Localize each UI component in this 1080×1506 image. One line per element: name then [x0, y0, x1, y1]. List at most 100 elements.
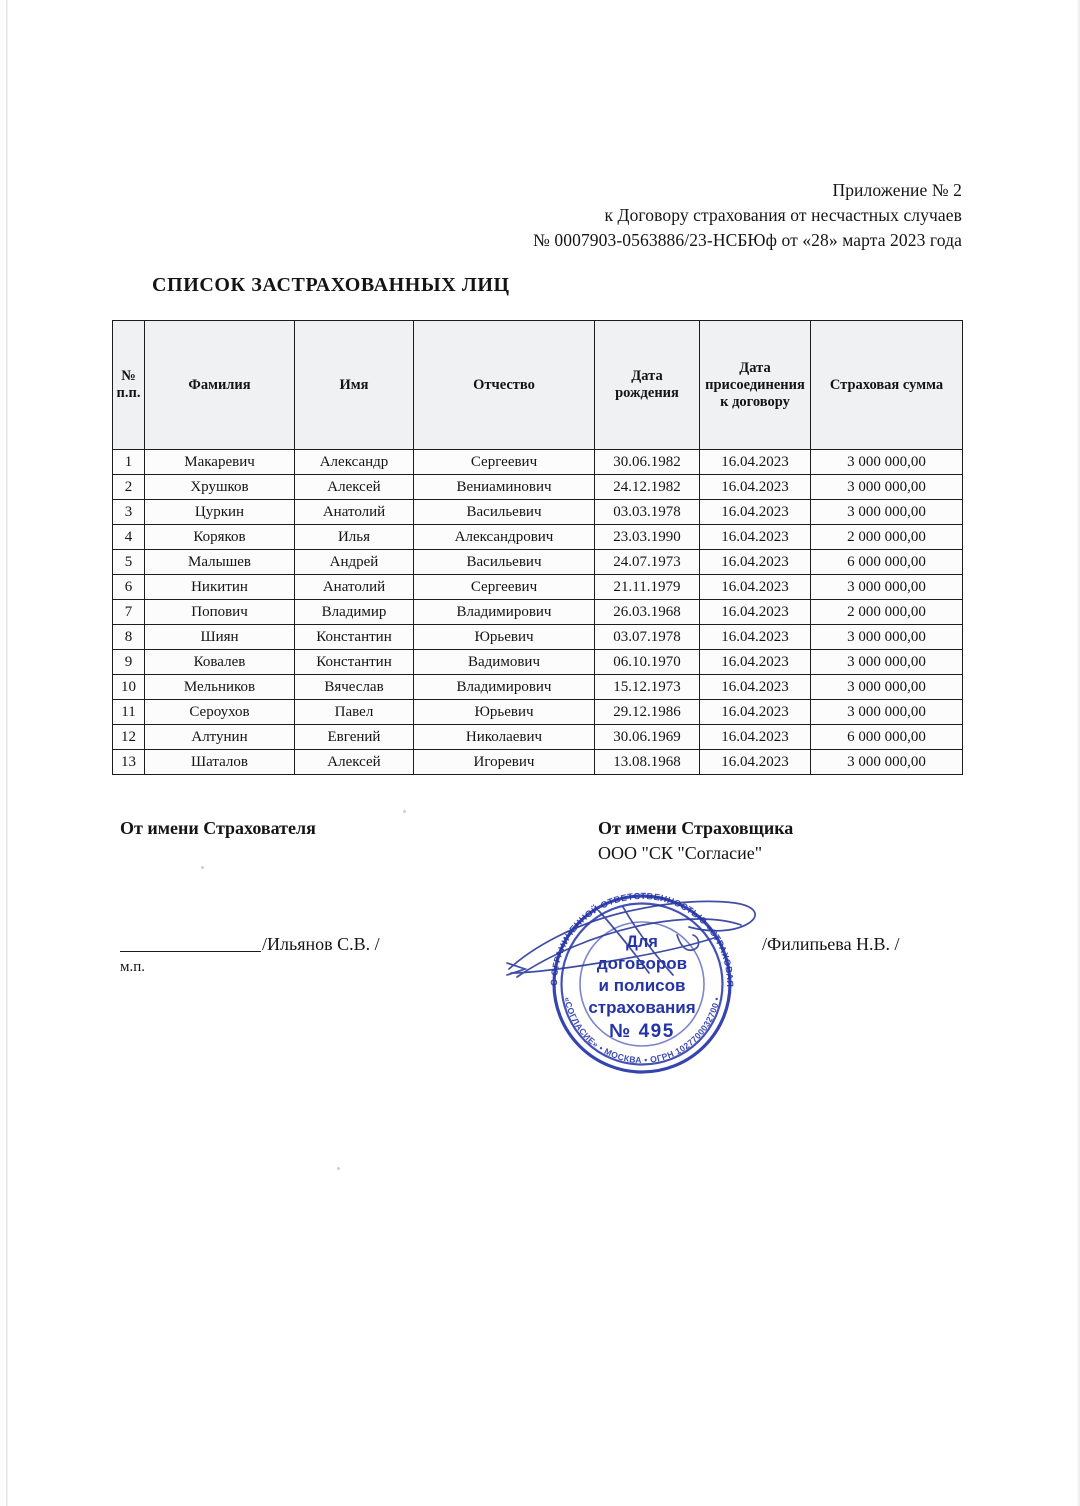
cell-first-name: Константин [294, 649, 414, 675]
table-row: 3 Цуркин Анатолий Васильевич 03.03.1978 16.04… [112, 499, 963, 525]
cell-last-name: Коряков [144, 524, 295, 550]
cell-insured-sum: 6 000 000,00 [810, 549, 963, 575]
cell-insured-sum: 3 000 000,00 [810, 499, 963, 525]
cell-patronymic: Николаевич [413, 724, 595, 750]
cell-last-name: Ковалев [144, 649, 295, 675]
cell-last-name: Макаревич [144, 449, 295, 475]
cell-first-name: Анатолий [294, 499, 414, 525]
cell-date-of-birth: 29.12.1986 [594, 699, 700, 725]
insurer-signature-title: От имени Страховщика [598, 818, 794, 838]
cell-join-date: 16.04.2023 [699, 724, 811, 750]
cell-patronymic: Игоревич [413, 749, 595, 775]
cell-first-name: Андрей [294, 549, 414, 575]
cell-number: 1 [112, 449, 145, 475]
cell-date-of-birth: 30.06.1982 [594, 449, 700, 475]
cell-date-of-birth: 30.06.1969 [594, 724, 700, 750]
cell-date-of-birth: 06.10.1970 [594, 649, 700, 675]
page-title: СПИСОК ЗАСТРАХОВАННЫХ ЛИЦ [152, 274, 510, 296]
cell-insured-sum: 3 000 000,00 [810, 674, 963, 700]
table-body: 1 Макаревич Александр Сергеевич 30.06.1982 16… [112, 449, 963, 775]
cell-join-date: 16.04.2023 [699, 449, 811, 475]
cell-first-name: Владимир [294, 599, 414, 625]
cell-number: 3 [112, 499, 145, 525]
cell-insured-sum: 3 000 000,00 [810, 624, 963, 650]
column-header-date-of-birth: Дата рождения [594, 320, 700, 450]
scan-speck [403, 810, 406, 813]
cell-patronymic: Сергеевич [413, 574, 595, 600]
table-row: 9 Ковалев Константин Вадимович 06.10.1970 16.… [112, 649, 963, 675]
stamp-line-4: страхования [588, 998, 695, 1017]
cell-date-of-birth: 03.07.1978 [594, 624, 700, 650]
cell-patronymic: Владимирович [413, 599, 595, 625]
cell-first-name: Евгений [294, 724, 414, 750]
cell-insured-sum: 3 000 000,00 [810, 449, 963, 475]
cell-number: 9 [112, 649, 145, 675]
cell-first-name: Вячеслав [294, 674, 414, 700]
cell-patronymic: Вениаминович [413, 474, 595, 500]
cell-first-name: Алексей [294, 749, 414, 775]
cell-number: 12 [112, 724, 145, 750]
insurant-signature-name: /Ильянов С.В. / [262, 934, 380, 954]
cell-last-name: Шиян [144, 624, 295, 650]
header-line-appendix: Приложение № 2 [832, 180, 962, 200]
cell-patronymic: Владимирович [413, 674, 595, 700]
column-header-join-line3: к договору [720, 393, 790, 410]
column-header-number: № п.п. [112, 320, 145, 450]
cell-insured-sum: 3 000 000,00 [810, 699, 963, 725]
cell-date-of-birth: 21.11.1979 [594, 574, 700, 600]
cell-patronymic: Васильевич [413, 549, 595, 575]
cell-insured-sum: 2 000 000,00 [810, 599, 963, 625]
table-row: 11 Сероухов Павел Юрьевич 29.12.1986 16.04.20… [112, 699, 963, 725]
page-edge-right [1077, 0, 1080, 1506]
cell-first-name: Константин [294, 624, 414, 650]
insurant-seal-note: м.п. [120, 959, 146, 975]
cell-last-name: Никитин [144, 574, 295, 600]
insurer-signature-name: /Филипьева Н.В. / [762, 934, 900, 954]
cell-insured-sum: 2 000 000,00 [810, 524, 963, 550]
cell-date-of-birth: 03.03.1978 [594, 499, 700, 525]
cell-date-of-birth: 26.03.1968 [594, 599, 700, 625]
cell-number: 7 [112, 599, 145, 625]
cell-insured-sum: 3 000 000,00 [810, 749, 963, 775]
cell-date-of-birth: 24.12.1982 [594, 474, 700, 500]
cell-last-name: Попович [144, 599, 295, 625]
cell-join-date: 16.04.2023 [699, 599, 811, 625]
cell-first-name: Александр [294, 449, 414, 475]
table-row: 7 Попович Владимир Владимирович 26.03.1968 16… [112, 599, 963, 625]
table-row: 13 Шаталов Алексей Игоревич 13.08.1968 16.04.… [112, 749, 963, 775]
cell-patronymic: Вадимович [413, 649, 595, 675]
column-header-join-line2: присоединения [705, 376, 805, 393]
insurant-signature-line [120, 951, 261, 952]
cell-number: 8 [112, 624, 145, 650]
column-header-dob-line1: Дата [631, 368, 663, 384]
scan-speck [201, 866, 204, 869]
table-row: 2 Хрушков Алексей Вениаминович 24.12.1982 16.… [112, 474, 963, 500]
cell-join-date: 16.04.2023 [699, 649, 811, 675]
cell-last-name: Алтунин [144, 724, 295, 750]
handwritten-signature [506, 900, 756, 978]
cell-insured-sum: 3 000 000,00 [810, 474, 963, 500]
cell-patronymic: Сергеевич [413, 449, 595, 475]
cell-join-date: 16.04.2023 [699, 524, 811, 550]
cell-date-of-birth: 13.08.1968 [594, 749, 700, 775]
cell-last-name: Сероухов [144, 699, 295, 725]
cell-insured-sum: 6 000 000,00 [810, 724, 963, 750]
column-header-first-name: Имя [294, 320, 414, 450]
cell-patronymic: Васильевич [413, 499, 595, 525]
cell-join-date: 16.04.2023 [699, 624, 811, 650]
cell-number: 11 [112, 699, 145, 725]
table-row: 6 Никитин Анатолий Сергеевич 21.11.1979 16.04… [112, 574, 963, 600]
cell-join-date: 16.04.2023 [699, 574, 811, 600]
column-header-insured-sum: Страховая сумма [810, 320, 963, 450]
cell-date-of-birth: 24.07.1973 [594, 549, 700, 575]
cell-number: 6 [112, 574, 145, 600]
page-edge-left [6, 0, 8, 1506]
document-header: Приложение № 2 к Договору страхования от… [0, 178, 962, 253]
cell-number: 10 [112, 674, 145, 700]
cell-join-date: 16.04.2023 [699, 749, 811, 775]
scan-speck [337, 1167, 340, 1170]
column-header-last-name: Фамилия [144, 320, 295, 450]
column-header-dob-line2: рождения [615, 385, 679, 401]
column-header-number-line2: п.п. [116, 385, 141, 401]
header-line-contract: к Договору страхования от несчастных слу… [604, 205, 962, 225]
